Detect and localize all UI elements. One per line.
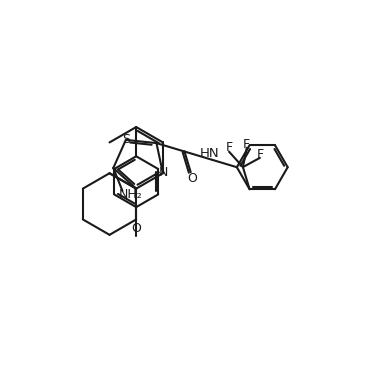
Text: F: F [256,148,263,160]
Text: O: O [187,172,197,185]
Text: S: S [123,134,131,147]
Text: NH₂: NH₂ [118,188,142,201]
Text: N: N [159,166,168,179]
Text: F: F [225,141,233,154]
Text: HN: HN [200,147,219,160]
Text: F: F [243,138,250,151]
Text: O: O [131,222,141,235]
